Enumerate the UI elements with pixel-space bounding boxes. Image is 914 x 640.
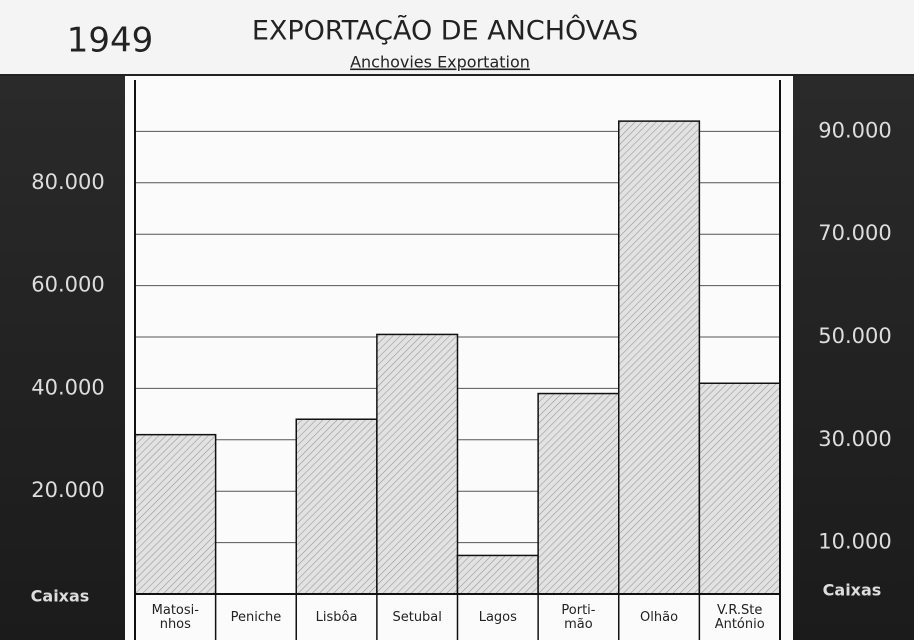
x-tick-line: Olhão xyxy=(640,610,678,625)
subtitle: Anchovies Exportation xyxy=(350,53,530,72)
x-tick-line: Lagos xyxy=(479,610,517,625)
x-tick-label: Matosi-nhos xyxy=(152,603,200,632)
left-panel xyxy=(0,76,125,640)
y-axis-label: Caixas xyxy=(31,587,90,606)
bar xyxy=(698,382,781,595)
bar xyxy=(618,120,701,595)
x-tick-label: Setubal xyxy=(392,610,441,625)
bar xyxy=(456,554,539,595)
x-tick-label: Porti-mão xyxy=(561,603,595,632)
x-tick-line: Peniche xyxy=(231,610,282,625)
y-tick-label: 40.000 xyxy=(31,375,104,399)
x-tick-line: Matosi- xyxy=(152,603,200,618)
x-tick-line: V.R.Ste xyxy=(717,603,762,618)
bar xyxy=(134,433,217,595)
x-tick-label: Olhão xyxy=(640,610,678,625)
bar xyxy=(376,333,459,595)
y-tick-label: 20.000 xyxy=(31,478,104,502)
y2-tick-label: 30.000 xyxy=(818,427,891,451)
y2-tick-label: 70.000 xyxy=(818,221,891,245)
right-panel xyxy=(793,76,914,640)
y2-tick-label: 90.000 xyxy=(818,118,891,142)
x-tick-line: Porti- xyxy=(561,603,595,618)
bar xyxy=(537,392,620,595)
x-tick-label: Peniche xyxy=(231,610,282,625)
x-tick-line: Lisbôa xyxy=(316,610,358,625)
x-tick-label: V.R.Ste António xyxy=(715,603,765,632)
y-tick-label: 80.000 xyxy=(31,170,104,194)
x-tick-line: Setubal xyxy=(392,610,441,625)
y2-tick-label: 10.000 xyxy=(818,530,891,554)
x-tick-line: nhos xyxy=(160,617,191,632)
y2-tick-label: 50.000 xyxy=(818,324,891,348)
year: 1949 xyxy=(67,21,154,61)
x-tick-line: António xyxy=(715,617,765,632)
y2-axis-label: Caixas xyxy=(823,581,882,600)
y-tick-label: 60.000 xyxy=(31,273,104,297)
x-tick-label: Lisbôa xyxy=(316,610,358,625)
x-tick-line: mão xyxy=(564,617,593,632)
x-tick-label: Lagos xyxy=(479,610,517,625)
chart-title: EXPORTAÇÃO DE ANCHÔVAS xyxy=(252,15,638,47)
bar xyxy=(295,418,378,595)
